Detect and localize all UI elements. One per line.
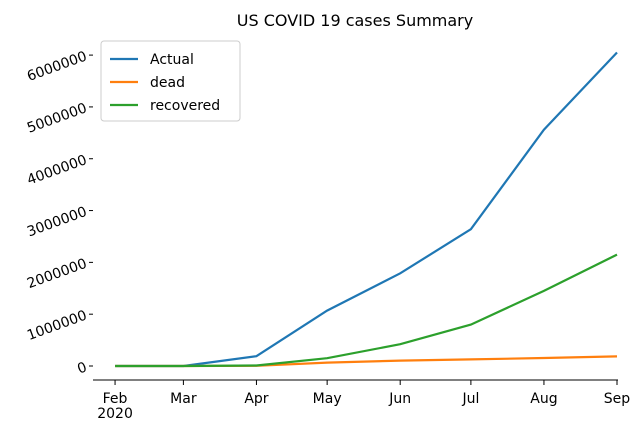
x-tick-label: Feb: [103, 391, 128, 407]
x-year-label: 2020: [97, 406, 133, 422]
y-tick-label: 2000000: [25, 256, 89, 292]
legend: Actual dead recovered: [100, 40, 241, 122]
legend-label: dead: [150, 75, 185, 91]
line: [115, 253, 618, 368]
y-tick-label: 1000000: [25, 308, 89, 344]
y-tick-label: 6000000: [25, 49, 89, 85]
x-tick-label: Aug: [530, 391, 557, 407]
chart-title: US COVID 19 cases Summary: [237, 11, 473, 30]
legend-label: recovered: [150, 98, 220, 114]
legend-label: Actual: [150, 52, 194, 68]
y-tick-label: 0: [75, 359, 89, 377]
x-tick-label: Apr: [244, 391, 268, 407]
x-tick-label: Jun: [388, 391, 411, 407]
legend-box: [100, 40, 241, 122]
x-tick-label: Mar: [170, 391, 197, 407]
x-tick-label: Sep: [604, 391, 631, 407]
y-tick-label: 3000000: [25, 204, 89, 240]
x-tick-label: May: [313, 391, 342, 407]
line: [115, 51, 618, 368]
x-tick-label: Jul: [461, 391, 479, 407]
y-tick-label: 5000000: [25, 100, 89, 136]
y-tick-label: 4000000: [25, 152, 89, 188]
